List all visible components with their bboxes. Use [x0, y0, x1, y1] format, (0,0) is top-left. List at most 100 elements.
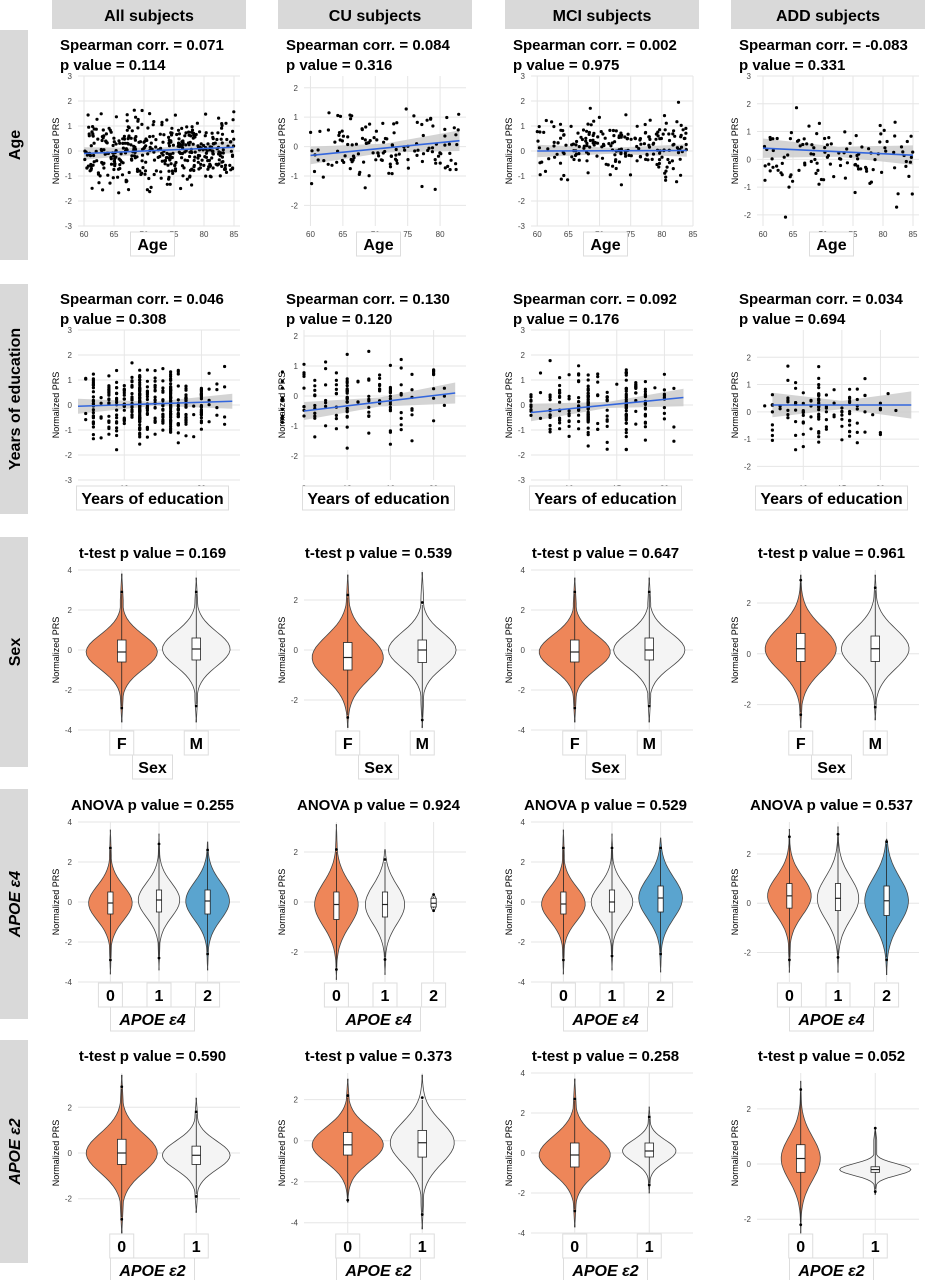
data-point: [204, 155, 209, 159]
y-axis-label: Normalized PRS: [730, 118, 740, 185]
data-point: [567, 409, 571, 413]
y-tick-label: 2: [68, 1103, 73, 1112]
panel-title-line2: p value = 0.114: [60, 57, 166, 74]
data-point: [676, 151, 681, 155]
x-tick-label: 60: [80, 230, 89, 239]
outlier-point: [873, 1126, 877, 1130]
data-point: [624, 431, 628, 435]
data-point: [614, 158, 618, 162]
data-point: [161, 399, 165, 403]
outlier-point: [157, 842, 161, 846]
data-point: [117, 157, 121, 161]
data-point: [193, 150, 197, 154]
data-point: [442, 386, 446, 390]
data-point: [596, 393, 600, 397]
data-point: [658, 128, 662, 132]
y-axis-label: Normalized PRS: [277, 869, 287, 936]
data-point: [336, 113, 340, 118]
data-point: [878, 431, 883, 435]
y-tick-label: 3: [521, 72, 526, 81]
data-point: [205, 149, 209, 153]
data-point: [661, 132, 665, 136]
data-point: [206, 142, 210, 146]
outlier-point: [420, 718, 424, 722]
data-point: [672, 129, 676, 133]
data-point: [634, 391, 638, 395]
data-point: [92, 153, 96, 158]
data-point: [356, 380, 360, 384]
data-point: [144, 144, 148, 148]
data-point: [312, 169, 317, 174]
data-point: [643, 387, 648, 391]
data-point: [548, 423, 552, 428]
data-point: [161, 379, 165, 383]
data-point: [201, 143, 206, 148]
data-point: [169, 424, 173, 428]
data-point: [399, 383, 403, 387]
data-point: [223, 422, 227, 426]
x-tick-label-box: [183, 1233, 209, 1259]
y-tick-label: 0: [68, 1149, 73, 1158]
x-axis-label: APOE ε2: [344, 1263, 411, 1280]
outlier-point: [120, 706, 124, 710]
data-point: [624, 428, 628, 432]
data-point: [586, 378, 590, 382]
data-point: [662, 406, 667, 410]
data-point: [390, 172, 394, 176]
data-point: [817, 440, 821, 444]
data-point: [586, 388, 590, 392]
data-point: [658, 151, 662, 155]
data-point: [432, 373, 436, 377]
x-axis-label: APOE ε2: [118, 1263, 185, 1280]
data-point: [138, 383, 142, 387]
data-point: [190, 125, 194, 129]
data-point: [635, 159, 639, 163]
data-point: [840, 438, 844, 442]
data-point: [122, 404, 126, 409]
data-point: [624, 409, 628, 413]
data-point: [605, 399, 609, 403]
data-point: [849, 154, 853, 158]
box-iqr: [343, 642, 353, 671]
data-point: [576, 131, 580, 135]
data-point: [107, 374, 111, 378]
data-point: [679, 173, 683, 177]
data-point: [83, 149, 87, 153]
x-tick-label: 80: [879, 230, 888, 239]
data-point: [801, 413, 805, 417]
data-point: [617, 160, 622, 164]
y-tick-label: -2: [744, 462, 752, 471]
data-point: [378, 389, 382, 393]
x-axis-label-box: [110, 1257, 195, 1280]
data-point: [125, 141, 130, 145]
data-point: [608, 173, 612, 177]
data-point: [783, 215, 788, 219]
data-point: [144, 137, 148, 141]
data-point: [91, 433, 95, 437]
data-point: [372, 136, 376, 140]
data-point: [771, 165, 775, 169]
x-axis-label: Age: [816, 237, 846, 254]
x-tick-label: 0: [343, 1239, 352, 1256]
y-tick-label: 0: [294, 646, 299, 655]
data-point: [780, 173, 784, 177]
data-point: [555, 152, 559, 156]
data-point: [184, 396, 188, 400]
data-point: [864, 165, 868, 169]
y-tick-label: -2: [744, 701, 752, 710]
data-point: [586, 171, 590, 175]
data-point: [345, 379, 349, 383]
data-point: [178, 144, 182, 148]
panel-title-line2: p value = 0.694: [739, 311, 846, 328]
data-point: [613, 140, 617, 144]
outlier-point: [788, 835, 791, 839]
data-point: [538, 391, 543, 395]
data-point: [135, 167, 140, 171]
data-point: [662, 388, 667, 392]
data-point: [529, 405, 533, 409]
data-point: [681, 128, 685, 132]
data-point: [791, 179, 795, 183]
data-point: [650, 157, 654, 161]
row-header-label: Age: [7, 130, 24, 160]
